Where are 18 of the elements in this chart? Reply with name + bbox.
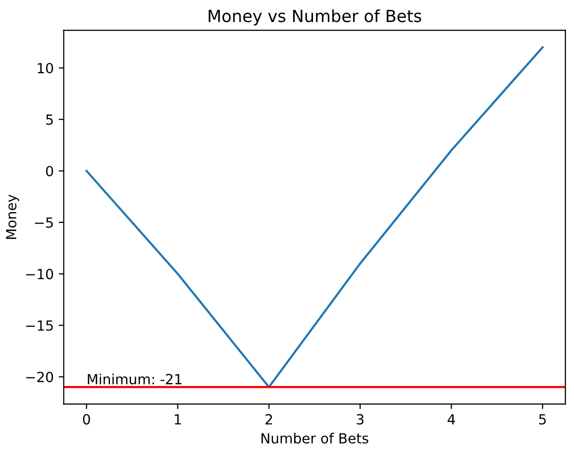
- x-tick-label: 1: [174, 414, 181, 424]
- x-tick-label: 2: [266, 414, 272, 424]
- y-tick-label: 10: [38, 62, 54, 74]
- x-tick-label: 5: [539, 414, 546, 425]
- y-tick-label: −10: [26, 268, 54, 280]
- line-series: [85, 46, 544, 388]
- y-tick-label: −5: [34, 218, 53, 228]
- y-tick-label: −20: [26, 372, 54, 382]
- chart-title: Money vs Number of Bets: [208, 9, 422, 26]
- ref-line-label: Minimum: -21: [88, 374, 182, 384]
- x-tick-label: 4: [448, 414, 456, 424]
- x-tick-label: 0: [83, 414, 90, 425]
- y-tick-label: −15: [26, 320, 53, 331]
- x-axis-title: Number of Bets: [262, 432, 368, 444]
- y-axis-title: Money: [6, 194, 20, 239]
- y-tick-label: 0: [46, 166, 54, 176]
- x-tick-label: 3: [356, 414, 364, 425]
- y-tick-label: 5: [46, 114, 53, 125]
